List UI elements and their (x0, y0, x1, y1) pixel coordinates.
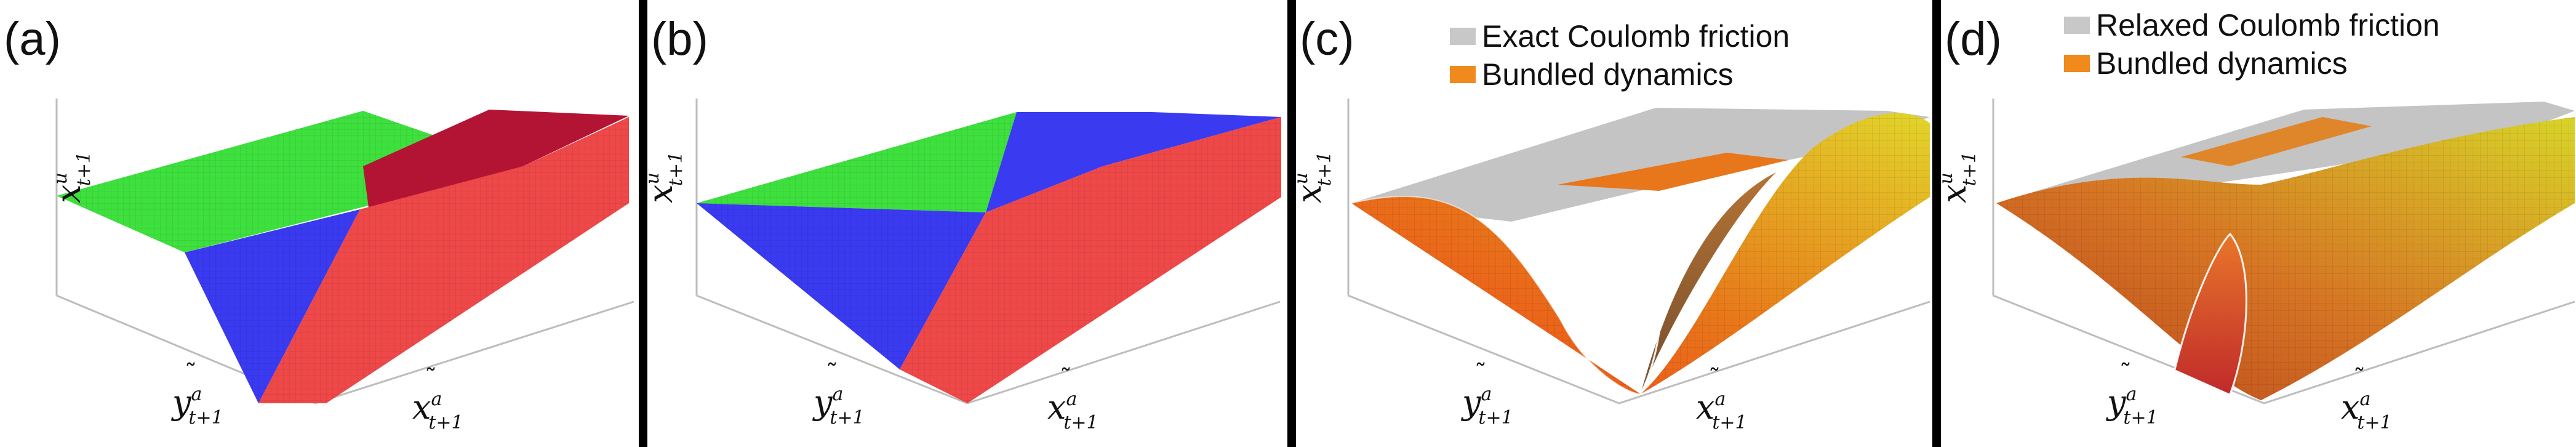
panel-b-x-axis-label: xa t+1 (1047, 388, 1098, 433)
panel-c-legend-swatch-orange (1450, 66, 1476, 83)
panel-d-contour (2174, 232, 2247, 395)
panel-c-legend-swatch-gray (1450, 28, 1476, 45)
svg-text:˜: ˜ (1708, 364, 1721, 393)
panel-b-plot: xut+1 yat+1 xat+1 ˜ ˜ (647, 99, 1281, 433)
panel-d-legend-swatch-gray (2064, 17, 2090, 34)
svg-text:˜: ˜ (1060, 364, 1072, 393)
panel-b-y-axis-label: ya t+1 (812, 383, 865, 429)
panel-c-upper-shelf (1558, 153, 1788, 191)
panel-d-y-axis-label: ya t+1 (2106, 383, 2158, 429)
panel-c-plot: xut+1 yat+1 xat+1 ˜ ˜ (1296, 99, 1930, 433)
panel-d-plot: xut+1 yat+1 xat+1 ˜ ˜ (1941, 99, 2575, 433)
panel-d-legend-swatch-orange (2064, 55, 2090, 72)
panel-d: xut+1 yat+1 xat+1 ˜ ˜ (d) Relaxed Coulom… (1941, 0, 2576, 447)
panel-c-legend-text: Exact Coulomb friction (1482, 19, 1790, 54)
panel-d-x-axis-label: xa t+1 (2341, 388, 2392, 433)
svg-text:˜: ˜ (826, 360, 838, 388)
panel-c-legend: Exact Coulomb friction Bundled dynamics (1450, 17, 1790, 94)
svg-text:˜: ˜ (185, 360, 197, 388)
panel-c-legend-item: Bundled dynamics (1450, 55, 1790, 94)
panel-c-x-axis-label: xa t+1 (1696, 388, 1747, 433)
panel-b-z-axis-label: xut+1 (647, 151, 687, 203)
svg-text:˜: ˜ (1474, 360, 1487, 388)
panel-c-contour (1559, 220, 1663, 395)
panel-c-gray-surface (1351, 108, 1930, 222)
panel-a-darkred-face (363, 110, 629, 212)
panel-d-legend-item: Relaxed Coulomb friction (2064, 6, 2440, 44)
panel-a-z-axis-label: xu t+1 (49, 151, 95, 203)
panel-b-axes-box (695, 99, 1281, 405)
panel-c-label: (c) (1300, 13, 1354, 65)
panel-c-axes-box (1347, 99, 1930, 405)
panel-d-legend: Relaxed Coulomb friction Bundled dynamic… (2064, 6, 2440, 83)
panel-d-legend-text: Bundled dynamics (2096, 46, 2348, 81)
panel-c: xut+1 yat+1 xat+1 ˜ ˜ (c) Exact Coulomb … (1296, 0, 1934, 447)
panel-d-legend-text: Relaxed Coulomb friction (2096, 8, 2440, 42)
panel-c-y-axis-label: ya t+1 (1461, 383, 1513, 429)
panel-a-y-axis-label: ya t+1 (171, 383, 223, 429)
panel-divider-3 (1932, 0, 1941, 447)
panel-b: xut+1 yat+1 xat+1 ˜ ˜ (b) (647, 0, 1286, 447)
panel-d-red-lobe (2175, 234, 2247, 394)
panel-b-blue-top-face (986, 112, 1281, 212)
panel-divider-1 (639, 0, 647, 447)
panel-c-z-axis-label: xut+1 (1296, 151, 1335, 203)
panel-a: xu t+1 ya t+1 xa t+1 ˜ ˜ (a) (0, 0, 640, 447)
panel-d-z-axis-label: xut+1 (1941, 151, 1980, 203)
panel-a-plot: xu t+1 ya t+1 xa t+1 ˜ ˜ (49, 99, 634, 433)
svg-text:˜: ˜ (2119, 360, 2132, 388)
panel-a-label: (a) (4, 13, 61, 65)
panel-d-upper-shelf (2181, 117, 2372, 166)
panel-c-legend-item: Exact Coulomb friction (1450, 17, 1790, 55)
svg-text:˜: ˜ (2353, 364, 2366, 393)
panel-d-legend-item: Bundled dynamics (2064, 44, 2440, 83)
panel-a-x-axis-label: xa t+1 (412, 388, 463, 433)
panel-divider-2 (1287, 0, 1296, 447)
panel-c-legend-text: Bundled dynamics (1482, 57, 1734, 92)
svg-text:˜: ˜ (425, 364, 437, 393)
panel-b-label: (b) (651, 13, 708, 65)
panel-d-label: (d) (1945, 13, 2002, 65)
